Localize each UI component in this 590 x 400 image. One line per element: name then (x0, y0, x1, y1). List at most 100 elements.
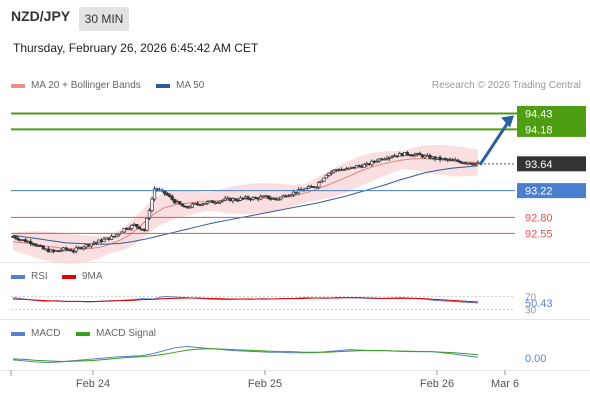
candle-down (246, 196, 250, 200)
support-label: 92.80 (525, 212, 553, 224)
candle-down (23, 239, 28, 243)
candle-down (418, 153, 422, 156)
candle-up (375, 160, 379, 163)
candle-up (296, 189, 301, 194)
legend-macd-signal: MACD Signal (76, 328, 156, 339)
candle-up (317, 182, 321, 188)
legend-ma50: MA 50 (156, 80, 204, 91)
pane-divider-rsi (0, 262, 590, 263)
candle-up (362, 164, 366, 168)
x-tick-label: Feb 25 (248, 378, 282, 390)
rsi-value-label: 50.43 (525, 298, 553, 310)
legend-ma20-label: MA 20 + Bollinger Bands (31, 80, 141, 91)
candle-down (29, 241, 33, 245)
candle-up (413, 154, 417, 156)
legend-rsi: RSI (11, 271, 48, 282)
candle-up (289, 194, 293, 197)
legend-ma20: MA 20 + Bollinger Bands (11, 80, 141, 91)
candle-down (170, 196, 174, 200)
legend-rsi-9ma-swatch (62, 274, 76, 279)
candle-up (319, 180, 323, 183)
candle-up (145, 218, 149, 231)
rsi-9ma-line (12, 297, 479, 303)
macd-value-label: 0.00 (525, 353, 546, 365)
forecast-arrow-shaft (478, 121, 510, 166)
legend-rsi-swatch (11, 274, 25, 279)
candle-up (329, 171, 334, 174)
rsi-tick-70: 70 (525, 292, 537, 303)
support-label: 92.55 (525, 228, 553, 240)
candle-up (324, 174, 329, 179)
candle-up (322, 177, 326, 182)
candle-up (109, 235, 114, 240)
candle-down (165, 193, 169, 196)
legend-rsi-9ma: 9MA (62, 271, 103, 282)
pane-divider-macd (0, 319, 590, 320)
pivot-label: 93.22 (525, 186, 553, 198)
timeframe-button[interactable]: 30 MIN (79, 7, 129, 31)
candle-down (456, 159, 460, 162)
rsi-tick-30: 30 (525, 306, 537, 317)
candle-down (266, 195, 270, 199)
pane-divider-axis (0, 370, 590, 371)
candle-up (385, 158, 389, 160)
target-label: 94.18 (525, 124, 553, 136)
candle-up (347, 167, 351, 170)
datetime-label: Thursday, February 26, 2026 6:45:42 AM C… (13, 41, 259, 55)
candle-up (216, 202, 220, 204)
candle-down (178, 201, 182, 205)
legend-macd: MACD (11, 328, 60, 339)
legend-macd-swatch (11, 331, 25, 336)
candle-up (314, 186, 318, 189)
target-label: 94.43 (525, 108, 553, 120)
candle-down (210, 200, 215, 203)
candle-up (188, 206, 192, 209)
candle-up (114, 234, 119, 237)
target-badge (517, 105, 586, 137)
candle-up (205, 201, 210, 204)
candle-down (13, 236, 18, 239)
candle-up (82, 246, 86, 250)
symbol-title: NZD/JPY (11, 8, 71, 24)
candle-up (74, 247, 78, 252)
candle-up (94, 241, 99, 244)
candle-down (16, 237, 20, 241)
candle-up (276, 198, 281, 201)
candle-down (405, 152, 409, 155)
x-tick-label: Mar 6 (491, 378, 519, 390)
x-tick-label: Feb 26 (420, 378, 454, 390)
candle-down (64, 247, 68, 250)
current-price-label: 93.64 (525, 159, 553, 171)
candle-up (221, 199, 225, 202)
macd-line (12, 346, 479, 363)
candle-down (236, 199, 240, 202)
candle-up (218, 200, 222, 203)
candle-down (155, 188, 159, 191)
candle-up (286, 195, 291, 198)
candle-down (168, 194, 172, 197)
x-tick-label: Feb 24 (76, 378, 110, 390)
candle-down (135, 223, 139, 228)
candle-down (458, 161, 462, 164)
bollinger-band (13, 144, 478, 264)
current-price-badge (517, 156, 586, 172)
candle-down (34, 243, 38, 246)
legend-rsi-9ma-label: 9MA (82, 271, 103, 282)
candle-up (122, 228, 126, 233)
candle-up (89, 243, 93, 247)
candle-up (259, 196, 263, 200)
legend-macd-label: MACD (31, 328, 61, 339)
candle-up (59, 249, 63, 252)
candle-up (279, 196, 283, 200)
candle-up (327, 172, 331, 176)
candle-up (304, 187, 308, 191)
candle-down (69, 249, 73, 252)
candle-up (147, 210, 152, 219)
macd-signal-line (12, 348, 479, 362)
credit-text: Research © 2026 Trading Central (431, 80, 581, 91)
candle-up (203, 202, 207, 205)
candle-down (137, 226, 142, 230)
legend-ma20-swatch (11, 83, 25, 88)
candle-up (476, 162, 480, 165)
